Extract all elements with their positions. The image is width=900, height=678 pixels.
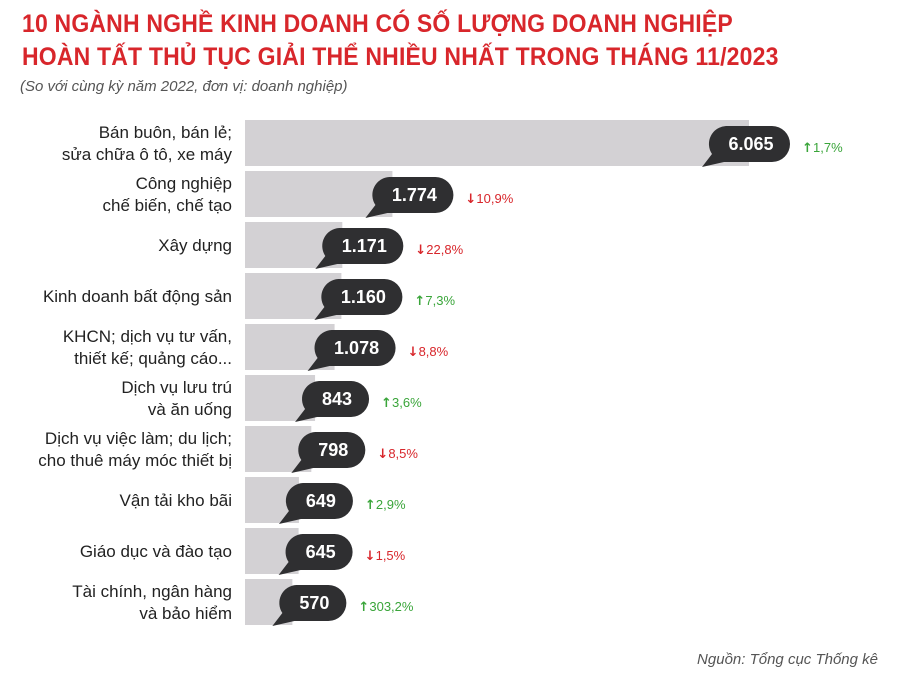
chart-subtitle: (So với cùng kỳ năm 2022, đơn vị: doanh … [20,78,348,95]
value-bubble [278,534,353,575]
category-label: thiết kế; quảng cáo... [74,349,232,368]
category-label: Kinh doanh bất động sản [43,287,232,306]
value-bubble [307,330,396,371]
value-bubble [295,381,370,422]
value-label: 6.065 [728,134,773,154]
bar-row: Dịch vụ việc làm; du lịch; cho thuê máy m… [38,426,418,473]
bar-row: Giáo dục và đào tạo 645 ↓ 1,5% [80,528,406,575]
chart-title-line-1: 10 NGÀNH NGHỀ KINH DOANH CÓ SỐ LƯỢNG DOA… [22,10,733,38]
change-label: 10,9% [476,191,513,206]
value-bubble [278,483,353,524]
value-bubble [314,279,403,320]
value-label: 645 [306,542,336,562]
category-label: Xây dựng [158,236,232,255]
value-label: 649 [306,491,336,511]
change-label: 8,8% [419,344,449,359]
category-label: Công nghiệp [136,174,232,193]
chart-title-line-2: HOÀN TẤT THỦ TỤC GIẢI THỂ NHIỀU NHẤT TRO… [22,43,779,71]
arrow-up-icon: ↑ [381,396,392,411]
value-bubble [702,126,790,167]
change-label: 1,5% [376,548,406,563]
bar-row: Vận tải kho bãi 649 ↑ 2,9% [120,477,406,524]
category-label: Giáo dục và đào tạo [80,542,232,561]
category-label: Dịch vụ lưu trú [121,378,232,397]
arrow-down-icon: ↓ [465,192,476,207]
bar-row: Kinh doanh bất động sản 1.160 ↑ 7,3% [43,273,455,320]
bar [245,120,749,166]
value-bubble [365,177,454,218]
bar-row: Xây dựng 1.171 ↓ 22,8% [158,222,464,269]
category-label: cho thuê máy móc thiết bị [38,451,232,470]
value-bubble [291,432,366,473]
category-label: chế biến, chế tạo [103,196,232,215]
category-label: Dịch vụ việc làm; du lịch; [45,429,232,448]
category-label: Vận tải kho bãi [120,491,232,510]
chart-title: 10 NGÀNH NGHỀ KINH DOANH CÓ SỐ LƯỢNG DOA… [22,8,813,74]
bar-row: Bán buôn, bán lẻ; sửa chữa ô tô, xe máy 6.… [62,120,843,167]
category-label: KHCN; dịch vụ tư vấn, [63,327,232,346]
category-label: và ăn uống [148,400,232,419]
category-label: Bán buôn, bán lẻ; [99,123,232,142]
bar-row: Dịch vụ lưu trú và ăn uống 843 ↑ 3,6% [121,375,422,422]
bar-row: Công nghiệp chế biến, chế tạo 1.774 ↓ 10,9% [103,171,514,218]
category-label: Tài chính, ngân hàng [72,582,232,601]
change-label: 1,7% [813,140,843,155]
category-label: và bảo hiểm [139,604,232,623]
arrow-down-icon: ↓ [408,345,419,360]
value-label: 1.774 [392,185,437,205]
arrow-up-icon: ↑ [802,141,813,156]
value-bubble [315,228,404,269]
source-note: Nguồn: Tổng cục Thống kê [697,651,878,668]
change-label: 8,5% [388,446,418,461]
bar-row: KHCN; dịch vụ tư vấn, thiết kế; quảng cáo… [63,324,449,371]
bar-row: Tài chính, ngân hàng và bảo hiểm 570 ↑ 303,2… [72,579,414,626]
change-label: 3,6% [392,395,422,410]
change-label: 2,9% [376,497,406,512]
value-label: 570 [299,593,329,613]
arrow-up-icon: ↑ [365,498,376,513]
arrow-down-icon: ↓ [365,549,376,564]
value-label: 1.160 [341,287,386,307]
arrow-up-icon: ↑ [414,294,425,309]
change-label: 22,8% [426,242,463,257]
value-label: 1.078 [334,338,379,358]
arrow-down-icon: ↓ [415,243,426,258]
value-label: 1.171 [342,236,387,256]
bar [245,171,393,217]
arrow-up-icon: ↑ [358,600,369,615]
value-label: 843 [322,389,352,409]
arrow-down-icon: ↓ [377,447,388,462]
change-label: 7,3% [425,293,455,308]
change-label: 303,2% [369,599,414,614]
value-label: 798 [318,440,348,460]
value-bubble [272,585,347,626]
category-label: sửa chữa ô tô, xe máy [62,145,233,164]
